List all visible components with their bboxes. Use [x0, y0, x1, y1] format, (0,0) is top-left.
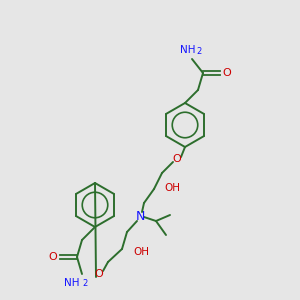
Text: OH: OH [133, 247, 149, 257]
Text: N: N [135, 209, 145, 223]
Text: NH: NH [64, 278, 80, 288]
Text: O: O [172, 154, 182, 164]
Text: O: O [49, 252, 57, 262]
Text: NH: NH [180, 45, 196, 55]
Text: O: O [223, 68, 231, 78]
Text: OH: OH [164, 183, 180, 193]
Text: 2: 2 [82, 280, 88, 289]
Text: O: O [94, 269, 103, 279]
Text: 2: 2 [196, 46, 202, 56]
